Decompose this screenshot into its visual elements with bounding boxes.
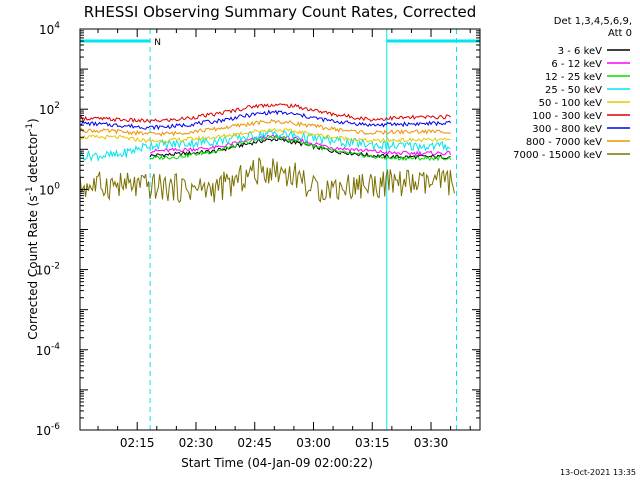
legend-label-0: 3 - 6 keV [558,46,602,57]
y-axis-label: Corrected Count Rate (s-1 detector-1) [25,118,40,339]
saa-flag: N [154,38,161,48]
series-line-8 [79,157,455,203]
series-line-1 [150,133,452,157]
legend-header-line-0: Det 1,3,4,5,6,9, [554,16,632,27]
legend-label-7: 800 - 7000 keV [526,137,602,148]
series-line-3 [79,129,451,162]
y-tick-label-4: 102 [39,101,60,117]
legend-label-2: 12 - 25 keV [545,72,602,83]
legend-label-8: 7000 - 15000 keV [513,150,602,161]
plot-frame [79,28,481,431]
y-tick-label-0: 10-6 [36,422,61,438]
x-axis-label: Start Time (04-Jan-09 02:00:22) [181,456,373,470]
legend-header-line-1: Att 0 [608,28,632,39]
y-tick-label-5: 104 [39,21,60,37]
series-line-6 [79,109,451,131]
legend-label-3: 25 - 50 keV [545,85,602,96]
x-tick-label-4: 03:15 [355,436,390,450]
x-tick-label-5: 03:30 [414,436,449,450]
series-line-4 [79,127,451,144]
y-axis: 10-6 10-4 10-2 100 102 104 [36,21,480,438]
legend-label-4: 50 - 100 keV [539,98,603,109]
legend-label-6: 300 - 800 keV [532,124,602,135]
x-tick-label-0: 02:15 [120,436,155,450]
x-tick-label-2: 02:45 [237,436,272,450]
x-axis: 02:15 02:30 02:45 03:00 03:15 03:30 [97,29,471,450]
y-tick-label-2: 10-2 [36,262,60,278]
series-line-2 [149,134,452,162]
x-tick-label-1: 02:30 [179,436,214,450]
legend-label-5: 100 - 300 keV [532,111,602,122]
legend: 3 - 6 keV 6 - 12 keV 12 - 25 keV 25 - 50 ke… [513,46,630,161]
legend-header: Det 1,3,4,5,6,9,Att 0 [554,16,632,39]
plot-area: N [79,29,480,430]
series-line-7 [79,118,451,137]
x-tick-label-3: 03:00 [296,436,331,450]
timestamp: 13-Oct-2021 13:35 [560,468,636,477]
y-tick-label-1: 10-4 [36,342,61,358]
series-line-5 [79,103,451,124]
chart-title: RHESSI Observing Summary Count Rates, Co… [84,3,477,21]
legend-label-1: 6 - 12 keV [551,59,602,70]
y-tick-label-3: 100 [39,181,60,197]
